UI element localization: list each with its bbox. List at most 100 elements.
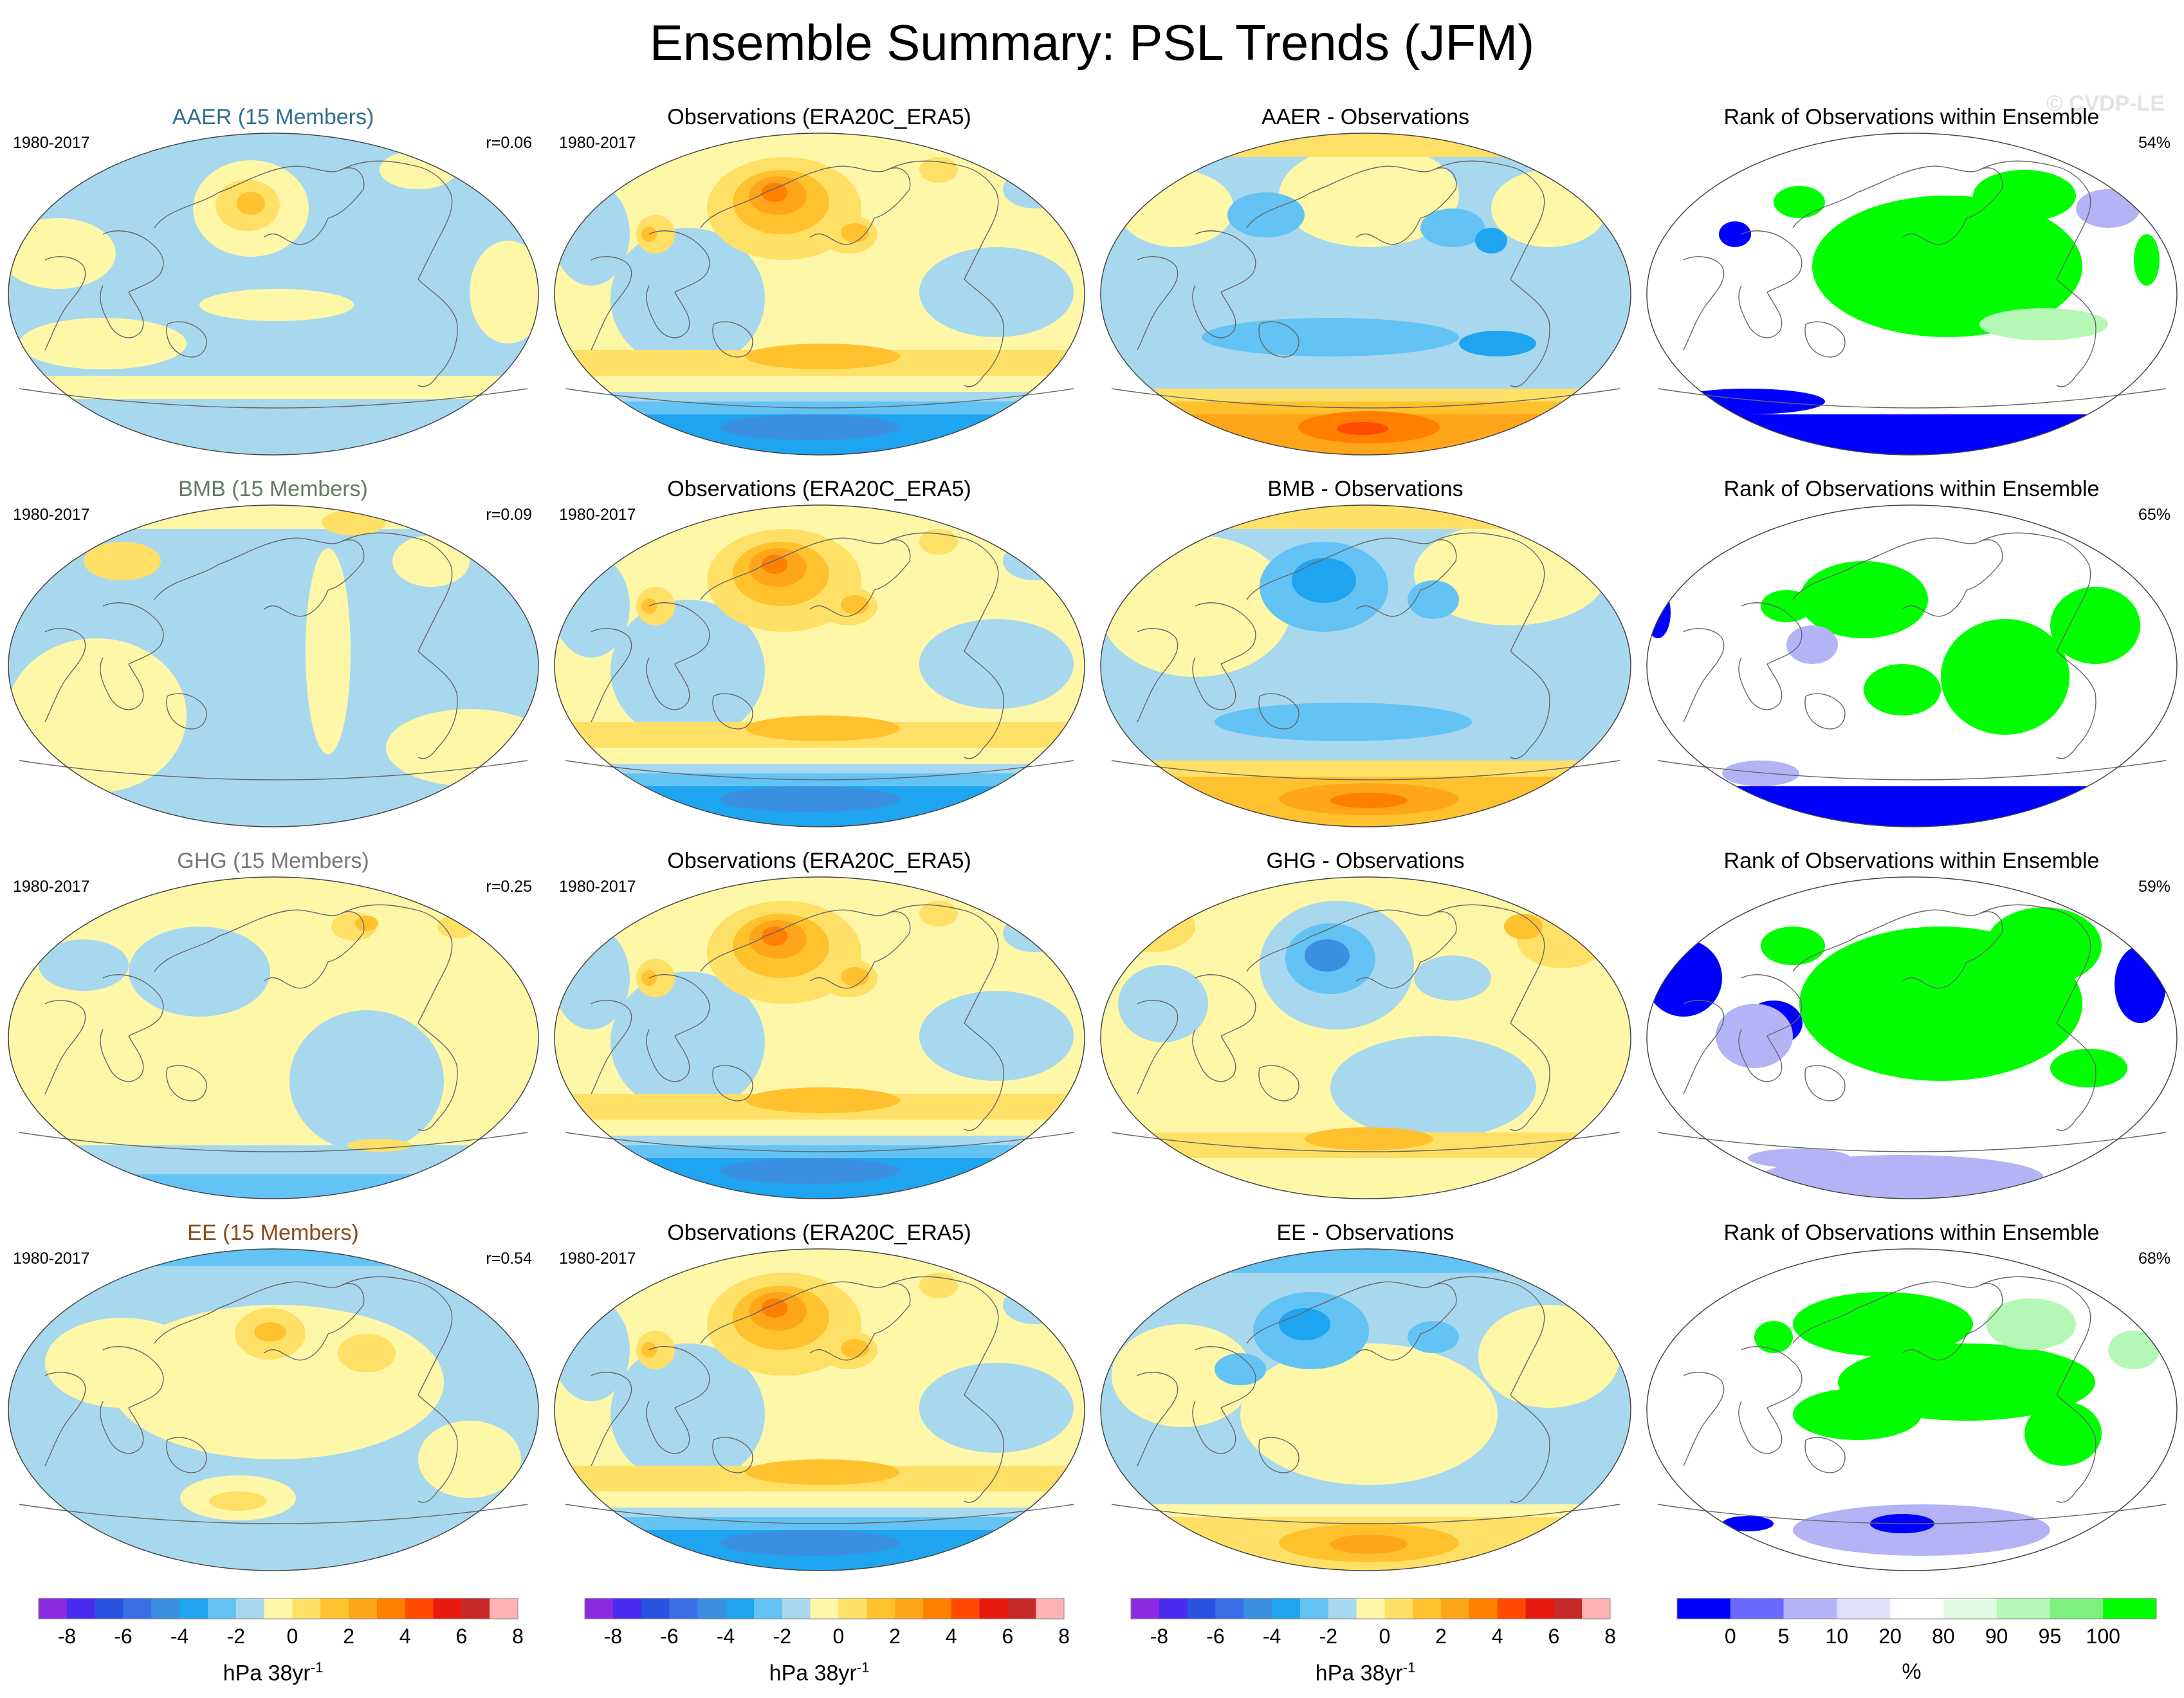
map-obs (554, 133, 1085, 456)
globe-outline (1100, 876, 1631, 1199)
field-blob (610, 972, 765, 1113)
coastline (154, 165, 365, 228)
colorbar-swatch (697, 1598, 726, 1619)
field-blob (1202, 318, 1459, 356)
field-blob (1754, 1321, 1793, 1353)
panel-title: AAER - Observations (1261, 105, 1470, 129)
colorbar-tick-label: 6 (1548, 1625, 1559, 1648)
colorbar-swatch (2103, 1598, 2157, 1619)
coastline (886, 532, 999, 652)
coastline (154, 1281, 365, 1344)
coastline (1246, 909, 1457, 972)
field-blob (720, 786, 900, 812)
map-rank (1646, 1248, 2178, 1571)
coastline (1137, 1000, 1179, 1094)
coastline (1111, 1132, 1620, 1152)
colorbar-swatch (2050, 1598, 2104, 1619)
panel-years: 1980-2017 (13, 878, 90, 896)
coastline (700, 909, 911, 972)
coastline (1804, 693, 1846, 730)
coastline (418, 279, 458, 387)
colorbar-tick-label: 8 (512, 1625, 524, 1648)
field-blob (1292, 558, 1356, 603)
rank-percentage: 59% (2138, 878, 2170, 896)
panel-ee-ensemble: EE (15 Members) 1980-2017 r=0.54 (0, 1207, 546, 1579)
map-ensemble (8, 876, 539, 1199)
coastline (1433, 904, 1545, 1024)
coastline (166, 321, 207, 358)
coastline (418, 1022, 458, 1131)
coastline (1741, 974, 1803, 1037)
coastlines (565, 160, 1074, 409)
panel-years: 1980-2017 (13, 506, 90, 524)
colorbar-swatch (349, 1598, 378, 1619)
field-blob (355, 916, 378, 931)
coastline (1111, 388, 1620, 409)
colorbar-swatch (1328, 1598, 1357, 1619)
coastline (102, 1346, 164, 1408)
field-blob (1337, 422, 1388, 435)
coastline (100, 285, 144, 338)
field-blob (1215, 1353, 1266, 1385)
colorbar-swatch (179, 1598, 208, 1619)
coastline (1683, 628, 1725, 723)
coastlines (1111, 532, 1620, 780)
coastline (964, 279, 1004, 387)
colorbar-swatch (726, 1598, 755, 1619)
field-blob (1504, 914, 1543, 939)
coastline (1741, 230, 1803, 293)
coastline (809, 961, 875, 989)
globe-outline (8, 504, 539, 827)
coastline (263, 217, 329, 245)
colorbar-tick-label: 6 (1002, 1625, 1013, 1648)
field-blob (1330, 793, 1408, 808)
panel-title: Observations (ERA20C_ERA5) (667, 477, 971, 501)
field-blob (338, 1334, 396, 1372)
coastline (964, 1022, 1004, 1131)
colorbar-tick-label: 100 (2086, 1625, 2120, 1648)
coastline (1258, 321, 1299, 358)
coastlines (1657, 1276, 2167, 1524)
field-blob (1986, 907, 2102, 984)
coastline (1433, 160, 1545, 280)
panel-bmb-diff: BMB - Observations (1092, 463, 1638, 835)
coastline (1979, 1276, 2091, 1396)
colorbar-swatch (895, 1598, 924, 1619)
coastlines (19, 160, 528, 409)
colorbar-swatch (641, 1598, 670, 1619)
field-blob (2024, 1401, 2102, 1466)
pattern-correlation: r=0.25 (486, 878, 532, 896)
map-diff (1100, 876, 1631, 1199)
coastline (809, 217, 875, 245)
field-band (1101, 505, 1631, 529)
field-band (8, 1249, 538, 1266)
rank-percentage: 54% (2138, 134, 2170, 152)
colorbar-swatch (1036, 1598, 1065, 1619)
colorbar-swatch (782, 1598, 811, 1619)
pattern-correlation: r=0.09 (486, 506, 532, 524)
field-band (1101, 133, 1631, 157)
field-blob (841, 967, 869, 986)
map-rank (1646, 133, 2178, 456)
coastline (166, 1065, 207, 1102)
field-blob (1864, 664, 1941, 715)
globe-outline (554, 133, 1085, 456)
field-blob (19, 318, 187, 369)
coastline (1137, 628, 1179, 723)
colorbar-swatch (951, 1598, 980, 1619)
field-blob (1793, 1389, 1922, 1440)
field-blob (1761, 1155, 2044, 1199)
panel-title: Observations (ERA20C_ERA5) (667, 849, 971, 873)
colorbar-swatch (1356, 1598, 1385, 1619)
coastlines (1111, 160, 1620, 409)
colorbar-swatch (585, 1598, 614, 1619)
globe-outline (1100, 504, 1631, 827)
coastline (712, 1065, 753, 1102)
coastline (1804, 1065, 1846, 1102)
colorbar-tick-label: 8 (1604, 1625, 1616, 1648)
colorbar-swatch (1996, 1598, 2050, 1619)
colorbar-swatch (461, 1598, 490, 1619)
coastline (1792, 165, 2003, 228)
field-band (1101, 1158, 1631, 1199)
colorbar-swatch (810, 1598, 839, 1619)
